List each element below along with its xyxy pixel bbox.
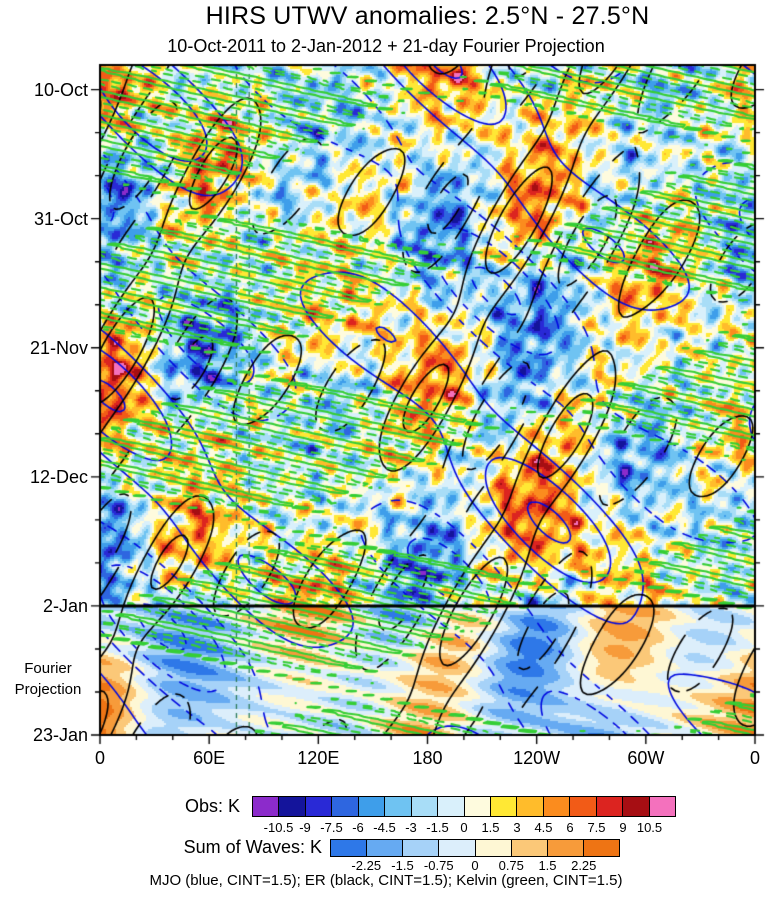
waves-colorbar [330,839,620,857]
x-tick-label: 0 [94,748,105,768]
colorbar-tick-label: -0.75 [423,858,454,873]
colorbar-segment [490,797,518,816]
colorbar-segment [403,840,440,856]
colorbar-segment [596,797,624,816]
colorbar-tick-label: 0 [460,820,468,835]
colorbar-segment [385,797,412,816]
colorbar-tick-label: 6 [566,820,574,835]
colorbar-segment [475,840,512,856]
colorbar-segment [305,797,333,816]
colorbar-tick-label: -1.5 [391,858,414,873]
chart-title: HIRS UTWV anomalies: 2.5°N - 27.5°N [205,2,650,30]
colorbar-segment [517,797,544,816]
colorbar-segment [570,797,597,816]
colorbar-segment [332,797,359,816]
colorbar-segment [439,840,476,856]
x-tick-label: 120W [513,748,561,768]
x-tick-label: 0 [749,748,760,768]
colorbar-segment [279,797,306,816]
y-tick-label: 21-Nov [29,337,88,358]
chart-subtitle: 10-Oct-2011 to 2-Jan-2012 + 21-day Fouri… [167,36,605,56]
colorbar-segment [438,797,465,816]
x-tick-label: 180 [412,748,443,768]
colorbar-segment [367,840,404,856]
colorbar-segment [649,797,675,816]
colorbar-segment [511,840,548,856]
colorbar-segment [358,797,386,816]
colorbar-segment [253,797,280,816]
colorbar-tick-label: 10.5 [636,820,663,835]
obs-colorbar [252,796,676,817]
colorbar-segment [411,797,439,816]
colorbar-tick-label: 9 [619,820,627,835]
legend-caption: MJO (blue, CINT=1.5); ER (black, CINT=1.… [149,872,623,889]
colorbar-tick-label: 1.5 [481,820,500,835]
colorbar-tick-label: 4.5 [534,820,553,835]
colorbar-tick-label: -3 [405,820,417,835]
colorbar-tick-label: 3 [513,820,521,835]
y-tick-label: 31-Oct [33,208,88,229]
colorbar-tick-label: 0 [471,858,479,873]
colorbar-tick-label: -4.5 [373,820,396,835]
colorbar-tick-label: -9 [299,820,311,835]
x-tick-label: 60W [627,748,665,768]
colorbar-segment [583,840,619,856]
y-tick-label: 10-Oct [33,79,88,100]
colorbar-segment [547,840,584,856]
colorbar-segment [331,840,368,856]
colorbar-tick-label: 1.5 [538,858,557,873]
colorbar-tick-label: 2.25 [571,858,597,873]
obs-colorbar-label: Obs: K [184,796,240,816]
x-tick-label: 120E [297,748,340,768]
y-tick-label: 2-Jan [42,595,88,616]
fourier-annotation-line2: Projection [14,681,82,698]
colorbar-segment [543,797,571,816]
colorbar-tick-label: -6 [352,820,364,835]
colorbar-tick-label: -10.5 [263,820,294,835]
colorbar-segment [623,797,650,816]
colorbar-tick-label: -7.5 [320,820,343,835]
fourier-projection-annotation: Fourier Projection [2,658,94,700]
colorbar-tick-label: -1.5 [426,820,449,835]
colorbar-segment [464,797,491,816]
colorbar-tick-label: -2.25 [351,858,382,873]
fourier-annotation-line1: Fourier [24,660,72,677]
y-tick-label: 12-Dec [29,466,88,487]
colorbar-tick-label: 7.5 [587,820,606,835]
colorbar-tick-label: 0.75 [498,858,524,873]
waves-colorbar-label: Sum of Waves: K [183,837,322,857]
y-tick-label: 23-Jan [32,725,88,745]
x-tick-label: 60E [193,748,226,768]
